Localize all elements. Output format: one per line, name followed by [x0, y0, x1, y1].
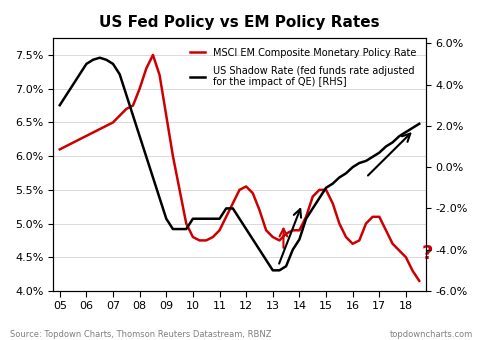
Title: US Fed Policy vs EM Policy Rates: US Fed Policy vs EM Policy Rates	[99, 15, 380, 30]
Text: Source: Topdown Charts, Thomson Reuters Datastream, RBNZ: Source: Topdown Charts, Thomson Reuters …	[10, 329, 271, 339]
Text: topdowncharts.com: topdowncharts.com	[390, 329, 473, 339]
Text: ?: ?	[422, 244, 433, 264]
Legend: MSCI EM Composite Monetary Policy Rate, US Shadow Rate (fed funds rate adjusted
: MSCI EM Composite Monetary Policy Rate, …	[185, 43, 421, 92]
